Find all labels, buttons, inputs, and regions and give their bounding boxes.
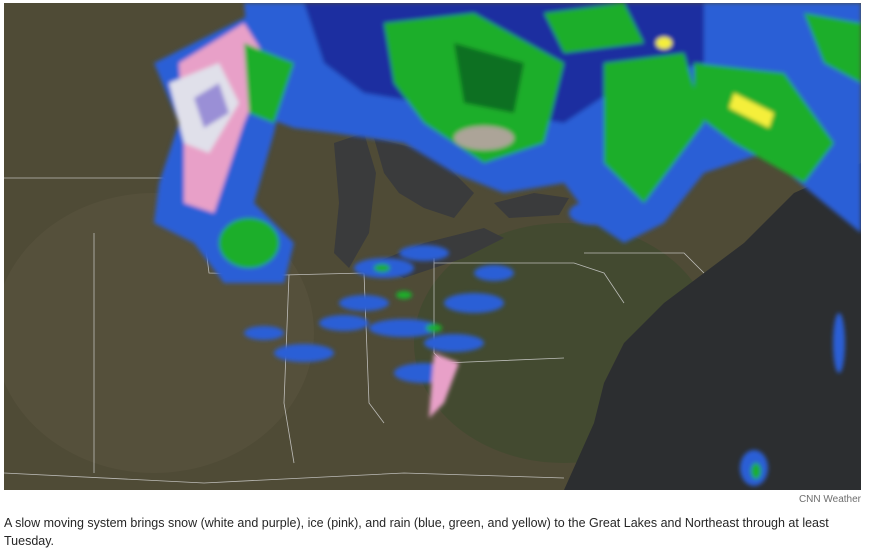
lake-michigan bbox=[334, 133, 376, 268]
lake-huron bbox=[374, 138, 474, 218]
weather-map-image bbox=[4, 3, 861, 490]
radar-map bbox=[4, 3, 861, 490]
atlantic-ocean bbox=[564, 3, 861, 490]
image-caption: A slow moving system brings snow (white … bbox=[4, 516, 829, 548]
radar-precip bbox=[154, 3, 861, 486]
lake-ontario bbox=[494, 193, 569, 218]
image-credit: CNN Weather bbox=[798, 494, 861, 505]
